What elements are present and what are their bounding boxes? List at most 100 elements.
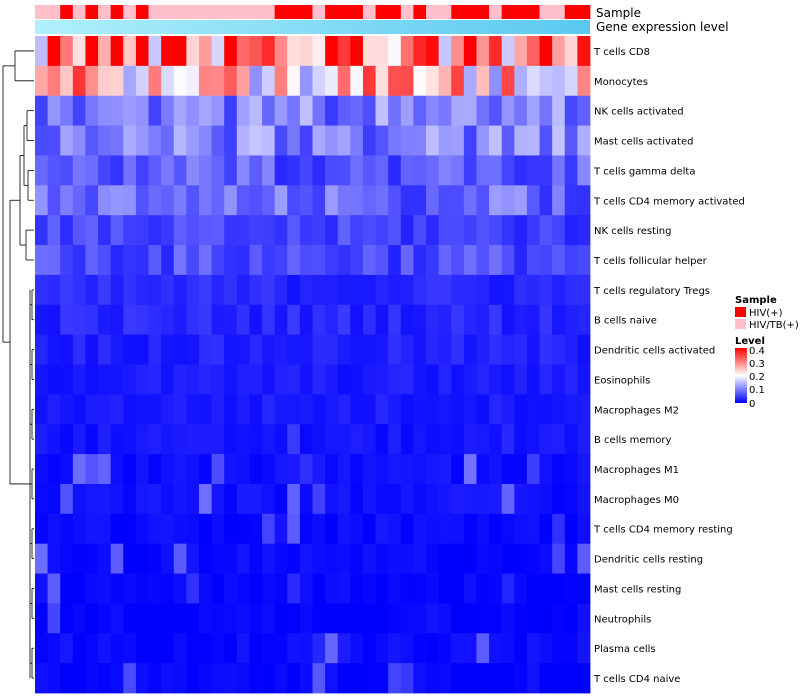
heatmap-cell [274, 483, 288, 515]
heatmap-cell [375, 36, 389, 67]
heatmap-cell [161, 483, 175, 515]
heatmap-cell [438, 95, 452, 126]
heatmap-cell [526, 603, 540, 634]
heatmap-cell [564, 65, 578, 97]
heatmap-cell [577, 65, 591, 97]
heatmap-cell [514, 573, 528, 604]
heatmap-cell [211, 603, 225, 634]
heatmap-cell [325, 304, 339, 336]
heatmap-cell [135, 454, 149, 485]
heatmap-cell [577, 125, 591, 156]
heatmap-cell [337, 95, 351, 126]
heatmap-cell [123, 155, 137, 186]
heatmap-cell [362, 364, 376, 395]
level-tick-1: 0.3 [749, 359, 765, 370]
heatmap-cell [501, 185, 515, 216]
heatmap-cell [312, 245, 326, 276]
heatmap-cell [312, 483, 326, 515]
heatmap-cell [413, 603, 427, 634]
heatmap-cell [98, 633, 112, 664]
heatmap-cell [287, 95, 301, 126]
heatmap-cell [98, 663, 112, 694]
heatmap-cell [325, 454, 339, 485]
heatmap-cell [375, 513, 389, 545]
heatmap-cell [211, 483, 225, 515]
heatmap-cell [299, 483, 313, 515]
heatmap-cell [249, 483, 263, 515]
heatmap-cell [438, 483, 452, 515]
heatmap-cell [85, 603, 99, 634]
heatmap-cell [463, 125, 477, 156]
heatmap-cells [35, 36, 591, 694]
heatmap-cell [400, 454, 414, 485]
heatmap-cell [110, 36, 124, 67]
heatmap-cell [274, 633, 288, 664]
heatmap-cell [60, 364, 74, 395]
heatmap-cell [60, 65, 74, 97]
level-tick-4: 0 [749, 399, 755, 410]
heatmap-cell [489, 155, 503, 186]
heatmap-cell [249, 245, 263, 276]
heatmap-cell [35, 394, 49, 425]
heatmap-cell [98, 155, 112, 186]
heatmap-cell [564, 334, 578, 365]
heatmap-cell [60, 573, 74, 604]
heatmap-cell [224, 274, 238, 306]
heatmap-cell [173, 424, 187, 455]
heatmap-cell [236, 65, 250, 97]
heatmap-cell [299, 663, 313, 694]
heatmap-cell [198, 483, 212, 515]
heatmap-cell [262, 304, 276, 336]
heatmap-cell [148, 573, 162, 604]
heatmap-cell [47, 663, 61, 694]
row-label: Macrophages M0 [594, 495, 679, 506]
heatmap-cell [451, 633, 465, 664]
heatmap-cell [564, 603, 578, 634]
heatmap-cell [451, 543, 465, 574]
heatmap-cell [463, 663, 477, 694]
sample-cell [312, 5, 326, 19]
heatmap-cell [539, 394, 553, 425]
heatmap-cell [501, 483, 515, 515]
heatmap-cell [249, 125, 263, 156]
heatmap-cell [186, 394, 200, 425]
sample-cell [224, 5, 238, 19]
heatmap-cell [564, 364, 578, 395]
heatmap-cell [148, 155, 162, 186]
heatmap-cell [413, 663, 427, 694]
heatmap-cell [413, 633, 427, 664]
heatmap-cell [236, 304, 250, 336]
heatmap-cell [577, 633, 591, 664]
heatmap-cell [564, 394, 578, 425]
heatmap-cell [362, 185, 376, 216]
heatmap-cell [135, 573, 149, 604]
heatmap-cell [539, 663, 553, 694]
heatmap-cell [110, 603, 124, 634]
heatmap-cell [413, 573, 427, 604]
heatmap-cell [173, 543, 187, 574]
heatmap-cell [47, 573, 61, 604]
heatmap-cell [186, 513, 200, 545]
sample-cell [148, 5, 162, 19]
heatmap-cell [35, 424, 49, 455]
heatmap-cell [60, 394, 74, 425]
sample-cell [426, 5, 440, 19]
heatmap-cell [186, 483, 200, 515]
heatmap-cell [110, 274, 124, 306]
heatmap-cell [438, 36, 452, 67]
heatmap-cell [577, 483, 591, 515]
heatmap-cell [476, 394, 490, 425]
heatmap-cell [337, 245, 351, 276]
heatmap-cell [72, 394, 86, 425]
heatmap-cell [161, 36, 175, 67]
heatmap-cell [577, 424, 591, 455]
heatmap-cell [539, 603, 553, 634]
heatmap-cell [388, 513, 402, 545]
heatmap-cell [211, 454, 225, 485]
heatmap-cell [262, 424, 276, 455]
heatmap-cell [350, 185, 364, 216]
heatmap-cell [312, 394, 326, 425]
heatmap-cell [312, 633, 326, 664]
heatmap-cell [375, 663, 389, 694]
heatmap-cell [110, 483, 124, 515]
